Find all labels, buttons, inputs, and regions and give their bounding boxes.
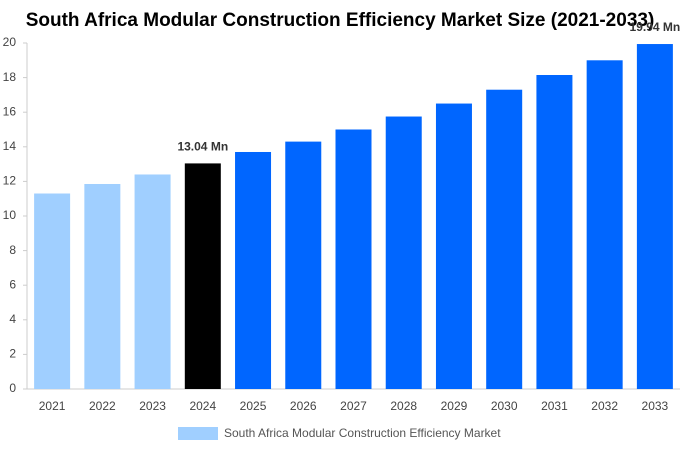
y-tick-label: 20: [3, 35, 17, 49]
x-tick-label: 2027: [340, 399, 367, 413]
value-label: 19.94 Mn: [630, 20, 680, 34]
y-tick-label: 18: [3, 70, 17, 84]
x-tick-label: 2022: [89, 399, 116, 413]
bar: [134, 174, 171, 389]
y-tick-label: 8: [9, 243, 16, 257]
bar: [184, 163, 221, 389]
chart-title: South Africa Modular Construction Effici…: [26, 10, 655, 31]
legend-swatch: [178, 427, 218, 440]
bar: [235, 151, 272, 389]
x-tick-label: 2024: [189, 399, 216, 413]
y-tick-label: 2: [9, 347, 16, 361]
bar: [84, 183, 121, 389]
x-tick-label: 2032: [591, 399, 618, 413]
legend-label: South Africa Modular Construction Effici…: [224, 426, 501, 440]
x-tick-label: 2023: [139, 399, 166, 413]
y-tick-label: 10: [3, 208, 17, 222]
x-tick-label: 2025: [240, 399, 267, 413]
y-tick-label: 16: [3, 104, 17, 118]
y-tick-label: 12: [3, 174, 17, 188]
bar: [486, 89, 523, 390]
x-tick-label: 2031: [541, 399, 568, 413]
bar: [536, 75, 573, 389]
x-tick-label: 2030: [491, 399, 518, 413]
bar: [335, 129, 372, 389]
bar: [385, 116, 422, 390]
x-tick-label: 2028: [390, 399, 417, 413]
x-tick-label: 2021: [39, 399, 66, 413]
y-tick-label: 4: [9, 312, 16, 326]
x-tick-label: 2033: [642, 399, 669, 413]
y-tick-label: 0: [9, 381, 16, 395]
bar: [285, 141, 322, 389]
value-label: 13.04 Mn: [177, 140, 228, 154]
x-tick-label: 2026: [290, 399, 317, 413]
bar: [435, 103, 472, 390]
bar: [586, 60, 623, 390]
y-tick-label: 14: [3, 139, 17, 153]
x-tick-label: 2029: [441, 399, 468, 413]
y-tick-label: 6: [9, 277, 16, 291]
bar: [636, 44, 673, 390]
bar: [34, 193, 71, 389]
